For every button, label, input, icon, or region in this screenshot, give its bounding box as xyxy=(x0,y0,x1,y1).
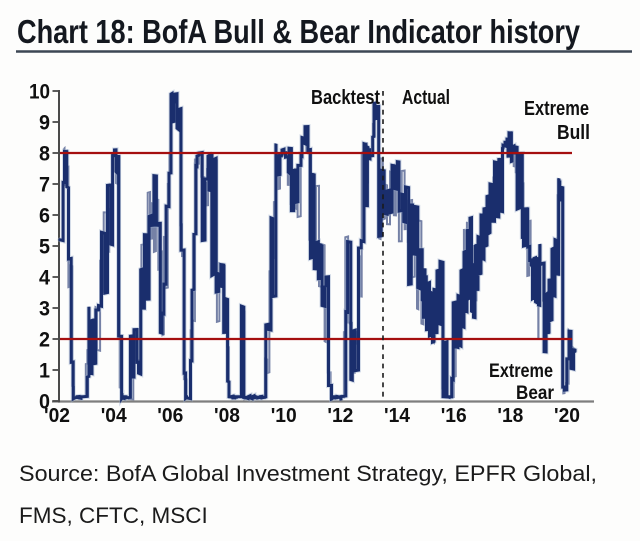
svg-text:Bull: Bull xyxy=(557,122,590,144)
svg-text:10: 10 xyxy=(29,80,50,103)
svg-text:9: 9 xyxy=(39,111,50,134)
svg-text:6: 6 xyxy=(39,204,50,227)
svg-text:Extreme: Extreme xyxy=(489,361,553,382)
svg-text:4: 4 xyxy=(39,266,50,289)
svg-text:1: 1 xyxy=(39,359,50,382)
svg-text:'16: '16 xyxy=(441,405,467,427)
svg-text:'02: '02 xyxy=(44,405,70,427)
svg-text:Source: BofA Global Investment: Source: BofA Global Investment Strategy,… xyxy=(19,461,597,486)
svg-text:Bear: Bear xyxy=(516,383,555,404)
svg-text:3: 3 xyxy=(39,297,50,320)
svg-text:2: 2 xyxy=(39,328,50,351)
svg-text:'14: '14 xyxy=(384,405,411,427)
svg-text:'18: '18 xyxy=(497,405,523,427)
svg-text:0: 0 xyxy=(39,390,50,413)
svg-text:7: 7 xyxy=(39,173,50,196)
svg-text:Chart 18: BofA Bull & Bear Ind: Chart 18: BofA Bull & Bear Indicator his… xyxy=(17,13,581,50)
svg-text:'08: '08 xyxy=(214,405,240,427)
svg-text:'20: '20 xyxy=(554,405,580,427)
svg-text:Extreme: Extreme xyxy=(524,98,589,120)
svg-text:8: 8 xyxy=(39,142,50,165)
svg-text:Actual: Actual xyxy=(402,87,450,109)
svg-text:FMS, CFTC, MSCI: FMS, CFTC, MSCI xyxy=(19,503,208,528)
svg-text:'12: '12 xyxy=(327,405,353,427)
svg-text:Backtest: Backtest xyxy=(311,87,380,109)
svg-text:'06: '06 xyxy=(157,405,183,427)
svg-text:'10: '10 xyxy=(271,405,297,427)
svg-text:5: 5 xyxy=(39,235,50,258)
svg-text:'04: '04 xyxy=(101,405,128,427)
